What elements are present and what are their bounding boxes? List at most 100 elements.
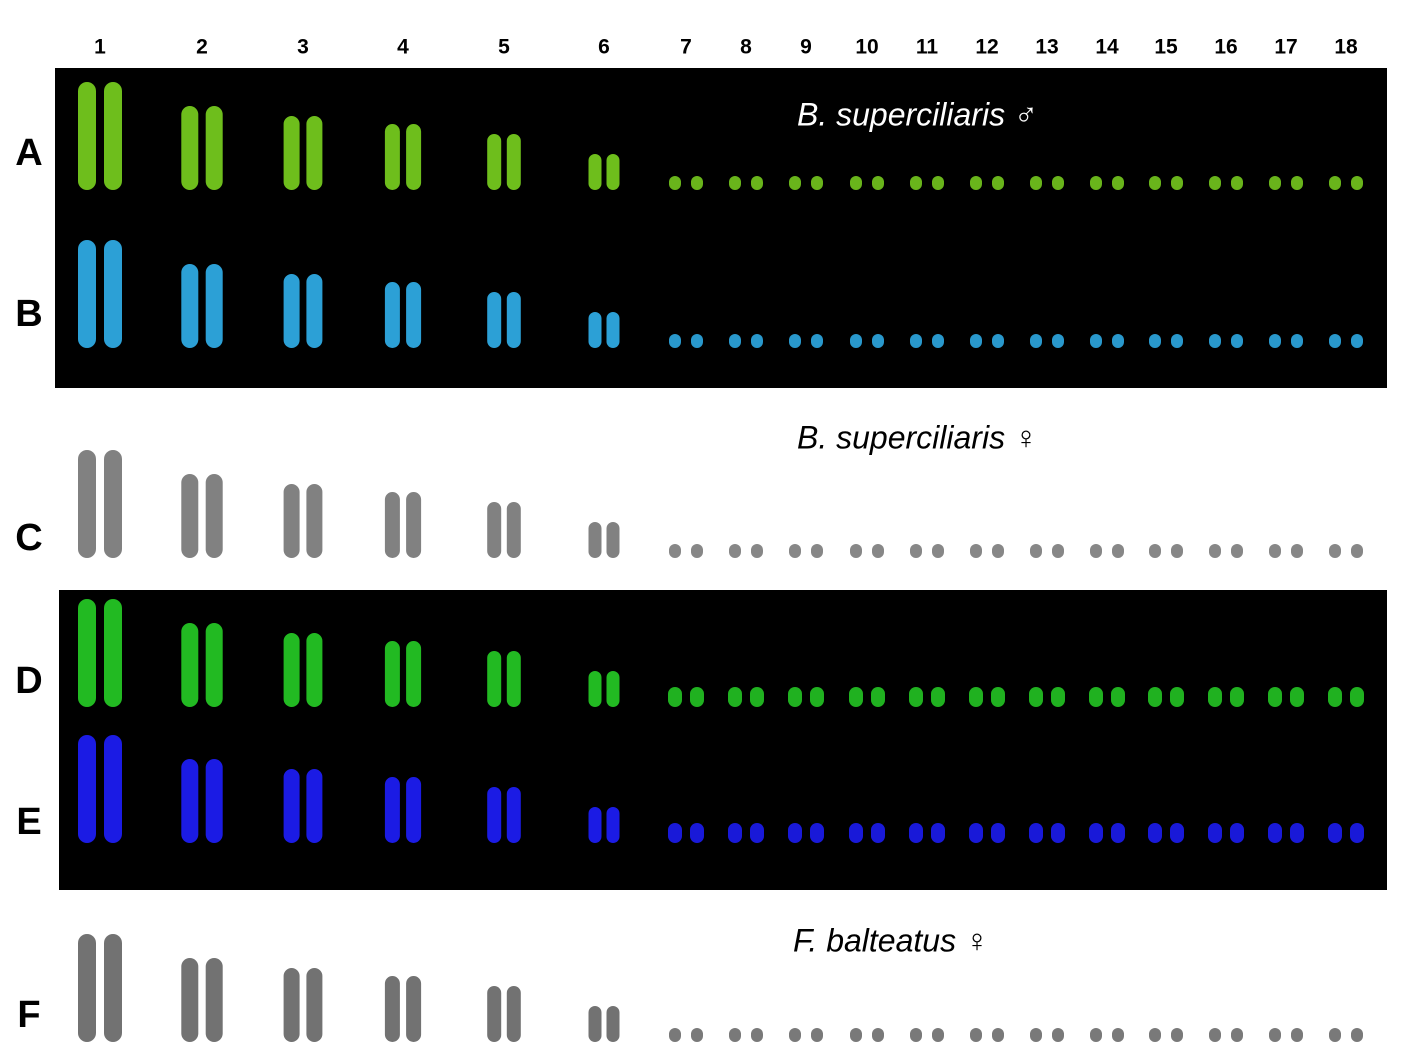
chromosome bbox=[606, 671, 620, 707]
chromosome bbox=[506, 292, 521, 348]
column-number: 16 bbox=[1214, 36, 1237, 59]
column-number: 17 bbox=[1274, 36, 1297, 59]
chromosome bbox=[1268, 687, 1282, 707]
chromosome bbox=[850, 544, 862, 558]
chromosome bbox=[283, 484, 300, 558]
chromosome bbox=[588, 312, 602, 348]
chromosome bbox=[1029, 687, 1043, 707]
chromosome bbox=[991, 823, 1005, 843]
chromosome bbox=[669, 176, 681, 190]
chromosome bbox=[871, 823, 885, 843]
chromosome bbox=[78, 450, 96, 558]
chromosome bbox=[1231, 334, 1243, 348]
chromosome bbox=[1149, 1028, 1161, 1042]
chromosome bbox=[751, 544, 763, 558]
chromosome bbox=[606, 1006, 620, 1042]
chromosome bbox=[910, 334, 922, 348]
chromosome bbox=[1351, 1028, 1363, 1042]
chromosome bbox=[606, 807, 620, 843]
chromosome bbox=[1291, 334, 1303, 348]
chromosome bbox=[1328, 823, 1342, 843]
chromosome bbox=[181, 106, 199, 190]
chromosome bbox=[384, 976, 400, 1042]
chromosome bbox=[283, 769, 300, 843]
chromosome bbox=[1112, 176, 1124, 190]
chromosome bbox=[1051, 687, 1065, 707]
chromosome bbox=[487, 134, 502, 190]
row-label: B bbox=[15, 293, 42, 335]
chromosome bbox=[406, 282, 422, 348]
chromosome bbox=[1112, 334, 1124, 348]
chromosome bbox=[729, 176, 741, 190]
chromosome bbox=[931, 687, 945, 707]
chromosome bbox=[992, 334, 1004, 348]
column-number: 1 bbox=[94, 36, 106, 59]
chromosome bbox=[1112, 1028, 1124, 1042]
chromosome bbox=[690, 823, 704, 843]
chromosome bbox=[487, 292, 502, 348]
chromosome bbox=[384, 124, 400, 190]
column-number: 7 bbox=[680, 36, 692, 59]
column-number: 11 bbox=[916, 36, 939, 59]
chromosome bbox=[1230, 823, 1244, 843]
column-number: 15 bbox=[1154, 36, 1178, 59]
chromosome bbox=[78, 599, 96, 707]
chromosome bbox=[588, 671, 602, 707]
chromosome bbox=[871, 687, 885, 707]
chromosome bbox=[850, 334, 862, 348]
chromosome bbox=[205, 264, 223, 348]
chromosome bbox=[1231, 544, 1243, 558]
chromosome bbox=[1170, 687, 1184, 707]
chromosome bbox=[384, 282, 400, 348]
chromosome bbox=[691, 334, 703, 348]
chromosome bbox=[788, 823, 802, 843]
chromosome bbox=[751, 176, 763, 190]
chromosome bbox=[1291, 176, 1303, 190]
chromosome bbox=[1329, 1028, 1341, 1042]
chromosome bbox=[1149, 334, 1161, 348]
chromosome bbox=[588, 1006, 602, 1042]
chromosome bbox=[849, 823, 863, 843]
chromosome bbox=[1231, 1028, 1243, 1042]
chromosome bbox=[909, 687, 923, 707]
chromosome bbox=[1208, 823, 1222, 843]
chromosome bbox=[811, 176, 823, 190]
chromosome bbox=[1269, 334, 1281, 348]
row-label: D bbox=[15, 660, 42, 702]
chromosome bbox=[872, 176, 884, 190]
row-label: F bbox=[17, 994, 40, 1036]
chromosome bbox=[992, 544, 1004, 558]
chromosome bbox=[506, 502, 521, 558]
chromosome bbox=[1149, 176, 1161, 190]
chromosome bbox=[729, 334, 741, 348]
chromosome bbox=[205, 759, 223, 843]
chromosome bbox=[104, 735, 122, 843]
species-label: B. superciliaris ♂ bbox=[797, 96, 1038, 132]
chromosome bbox=[1052, 544, 1064, 558]
chromosome bbox=[506, 134, 521, 190]
chromosome bbox=[384, 777, 400, 843]
chromosome bbox=[1269, 1028, 1281, 1042]
chromosome bbox=[1269, 176, 1281, 190]
chromosome bbox=[932, 176, 944, 190]
chromosome bbox=[1291, 1028, 1303, 1042]
chromosome bbox=[669, 544, 681, 558]
chromosome bbox=[606, 312, 620, 348]
chromosome bbox=[1209, 334, 1221, 348]
chromosome bbox=[384, 641, 400, 707]
chromosome bbox=[789, 1028, 801, 1042]
chromosome bbox=[811, 1028, 823, 1042]
chromosome bbox=[1329, 176, 1341, 190]
chromosome bbox=[751, 334, 763, 348]
chromosome bbox=[1209, 176, 1221, 190]
chromosome bbox=[1030, 1028, 1042, 1042]
chromosome bbox=[1208, 687, 1222, 707]
chromosome bbox=[932, 544, 944, 558]
row-label: E bbox=[16, 801, 41, 843]
chromosome bbox=[104, 82, 122, 190]
chromosome bbox=[1351, 544, 1363, 558]
chromosome bbox=[1090, 334, 1102, 348]
chromosome bbox=[1291, 544, 1303, 558]
chromosome bbox=[1148, 823, 1162, 843]
chromosome bbox=[970, 334, 982, 348]
